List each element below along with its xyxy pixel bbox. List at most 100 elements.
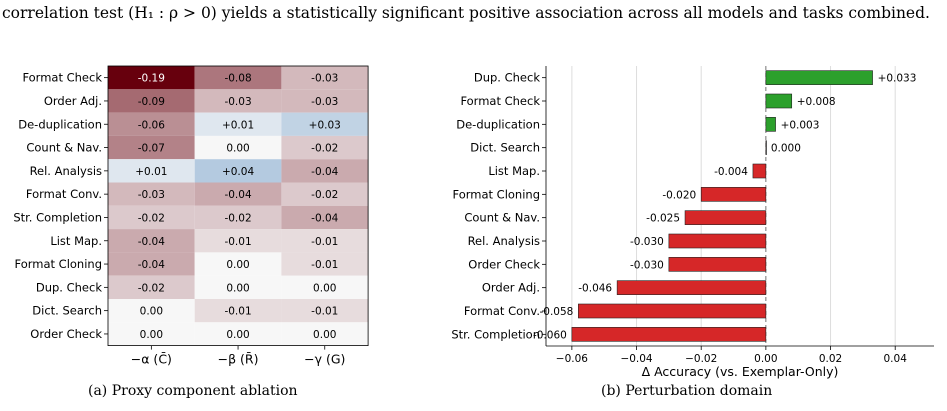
heatmap-cell (108, 182, 195, 206)
heatmap-row-label: Format Check (22, 71, 102, 85)
heatmap-col-label: −β (R̄) (218, 352, 259, 367)
heatmap-cell (108, 112, 195, 136)
heatmap-cell-label: -0.04 (311, 212, 338, 224)
heatmap-cell (194, 299, 282, 323)
heatmap-cell (108, 252, 195, 276)
heatmap-cell-label: -0.02 (138, 282, 165, 294)
bar-value-label: -0.025 (646, 213, 680, 225)
heatmap-cell-label: -0.02 (224, 212, 251, 224)
heatmap-cell-label: -0.01 (311, 236, 338, 248)
category-label: Format Check (460, 94, 540, 108)
bar-value-label: +0.008 (797, 96, 836, 108)
heatmap-cell (194, 182, 282, 206)
bar (578, 303, 767, 319)
heatmap-row-label: Order Adj. (44, 94, 102, 108)
category-label: List Map. (488, 164, 540, 178)
heatmap-row-label: Str. Completion (13, 210, 102, 224)
heatmap-cell (108, 159, 195, 183)
heatmap-cell-label: -0.09 (138, 96, 165, 108)
bar (616, 280, 767, 295)
heatmap-cell-label: -0.02 (138, 212, 165, 224)
bar-value-label: -0.060 (533, 329, 567, 341)
heatmap-cell-label: -0.08 (224, 73, 251, 85)
left-caption: (a) Proxy component ablation (88, 383, 298, 399)
heatmap-cell-label: 0.00 (226, 282, 249, 294)
bar (571, 327, 767, 342)
heatmap-cell-label: +0.04 (222, 166, 254, 178)
bar (668, 257, 767, 272)
category-label: Order Adj. (482, 281, 540, 295)
bar-value-label: -0.004 (714, 166, 748, 178)
heatmap-cell (194, 252, 282, 276)
category-label: Dup. Check (474, 71, 540, 85)
heatmap-cell (194, 322, 282, 346)
heatmap-cell (108, 299, 195, 323)
heatmap-cell-label: -0.07 (138, 143, 165, 155)
bar (765, 117, 776, 132)
heatmap-cell (281, 182, 369, 206)
heatmap-cell-label: -0.03 (224, 96, 251, 108)
heatmap-cell-label: +0.01 (222, 119, 254, 131)
category-label: Format Conv. (464, 304, 540, 318)
heatmap-cell (108, 229, 195, 253)
category-label: Str. Completion (451, 327, 540, 341)
heatmap-cell (108, 322, 195, 346)
heatmap-cell-label: -0.04 (224, 189, 251, 201)
heatmap-cell-label: 0.00 (226, 259, 249, 271)
heatmap-cell (281, 299, 369, 323)
x-tick-label: 0.02 (819, 353, 842, 365)
heatmap-cell (281, 252, 369, 276)
heatmap-cell-label: -0.19 (138, 73, 165, 85)
bar-value-label: +0.003 (781, 119, 820, 131)
heatmap-cell (194, 66, 282, 90)
heatmap-cell-label: -0.03 (138, 189, 165, 201)
heatmap-cell-label: -0.04 (138, 236, 165, 248)
heatmap-cell (194, 229, 282, 253)
bar-value-label: +0.033 (878, 73, 917, 85)
category-label: Count & Nav. (464, 211, 540, 225)
heatmap-cell-label: -0.01 (224, 236, 251, 248)
bar (700, 187, 767, 202)
heatmap-cell (108, 89, 195, 113)
heatmap-cell (281, 66, 369, 90)
heatmap-cell (194, 112, 282, 136)
heatmap-row-label: Rel. Analysis (30, 164, 102, 178)
heatmap-cell-label: 0.00 (313, 282, 336, 294)
heatmap-cell (108, 66, 195, 90)
bar (765, 140, 767, 155)
bar (765, 70, 873, 85)
heatmap-cell (281, 322, 369, 346)
heatmap-cell (281, 205, 369, 230)
heatmap-row-label: Count & Nav. (26, 141, 102, 155)
heatmap-cell-label: -0.02 (311, 189, 338, 201)
heatmap-cell-label: 0.00 (313, 329, 336, 341)
category-label: De-duplication (456, 117, 540, 131)
heatmap-cell-label: -0.02 (311, 143, 338, 155)
heatmap-cell-label: 0.00 (140, 306, 163, 318)
bar-value-label: -0.046 (578, 283, 612, 295)
heatmap-cell (281, 159, 369, 183)
heatmap-cell (281, 275, 369, 299)
bar-value-label: -0.058 (539, 306, 573, 318)
x-tick-label: 0.00 (754, 353, 777, 365)
heatmap-row-label: Dup. Check (36, 280, 102, 294)
heatmap-col-label: −α (C̄) (131, 352, 172, 367)
x-tick-label: −0.06 (556, 353, 588, 365)
heatmap-cell-label: -0.03 (311, 73, 338, 85)
x-tick-label: 0.04 (884, 353, 908, 365)
bar (765, 93, 793, 109)
heatmap-row-label: List Map. (50, 234, 102, 248)
heatmap-cell-label: -0.01 (311, 306, 338, 318)
heatmap-cell-label: -0.01 (311, 259, 338, 271)
heatmap-cell-label: -0.04 (138, 259, 165, 271)
intro-text: correlation test (H₁ : ρ > 0) yields a s… (2, 4, 930, 22)
heatmap-row-label: De-duplication (18, 117, 102, 131)
category-label: Rel. Analysis (468, 234, 540, 248)
heatmap-row-label: Format Cloning (14, 257, 102, 271)
heatmap-cell (194, 135, 282, 160)
heatmap-row-label: Order Check (30, 327, 102, 341)
heatmap-cell (281, 229, 369, 253)
heatmap-cell-label: +0.03 (309, 119, 341, 131)
